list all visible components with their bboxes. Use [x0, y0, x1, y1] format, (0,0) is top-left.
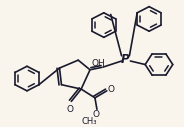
Text: O: O: [92, 110, 99, 119]
Text: CH₃: CH₃: [81, 117, 97, 126]
Text: O: O: [108, 85, 115, 94]
Text: P: P: [121, 53, 130, 66]
Text: OH: OH: [92, 59, 106, 68]
Text: O: O: [67, 105, 74, 114]
